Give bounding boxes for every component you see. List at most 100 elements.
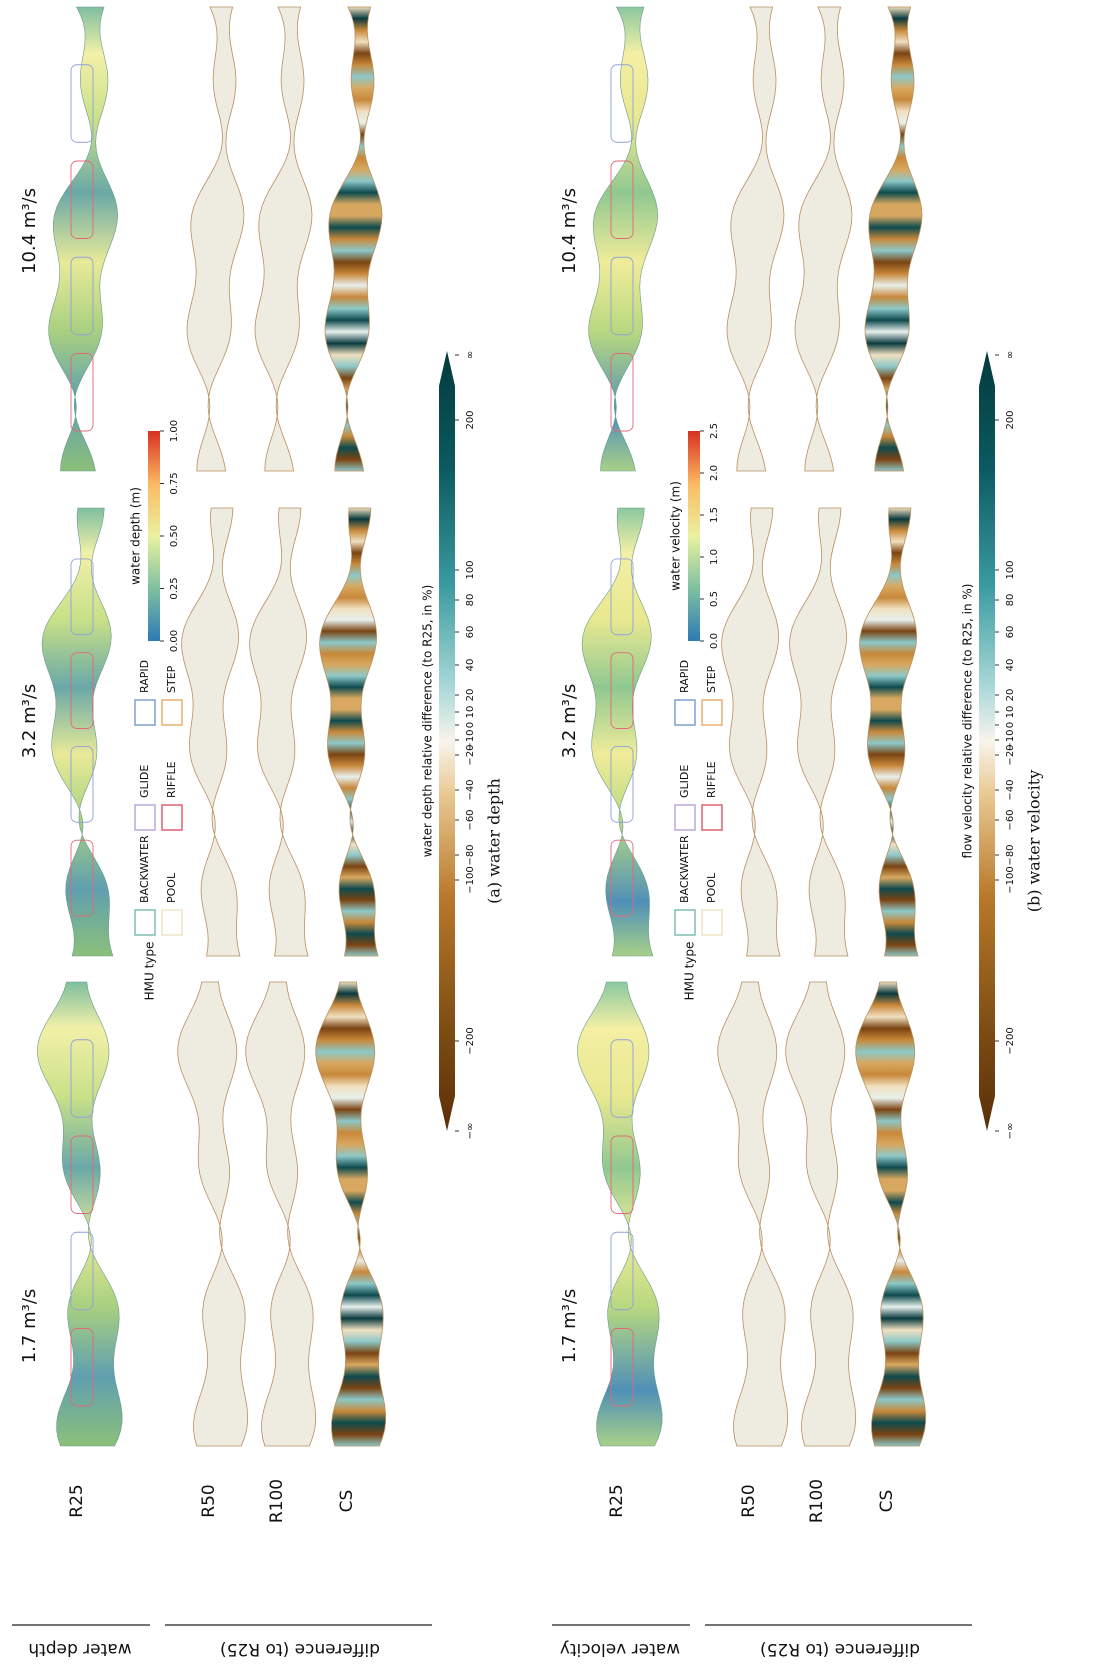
legend-swatch [702, 805, 722, 830]
scale-tick-label: 2.0 [709, 465, 720, 481]
legend-swatch [675, 700, 695, 725]
rotated-page: water depth difference (to R25) R25 R50 R100… [12, 7, 1044, 1659]
color-scale [688, 431, 700, 641]
river-map [727, 7, 784, 471]
diff-tick-label: ∞ [465, 351, 476, 359]
diff-tick-label: 80 [465, 594, 476, 607]
river-map [325, 7, 382, 471]
legend-label: BACKWATER [678, 835, 691, 903]
diff-tick-label: 100 [465, 560, 476, 579]
legend-title: HMU type [683, 942, 697, 1001]
diff-tick-label: ∞ [1005, 351, 1016, 359]
legend-swatch [162, 805, 182, 830]
legend-label: STEP [165, 665, 178, 693]
diff-tick-label: 200 [1005, 410, 1016, 429]
row-label: CS [877, 1490, 897, 1513]
row-group-label: difference (to R25) [220, 1639, 380, 1659]
legend-title: HMU type [143, 942, 157, 1001]
scale-tick-label: 0.50 [169, 525, 180, 547]
diff-tick-label: −100 [1005, 866, 1016, 893]
diff-scale [439, 351, 455, 1131]
river-map [582, 508, 653, 956]
diff-scale [979, 351, 995, 1131]
diff-tick-label: −200 [1005, 1027, 1016, 1054]
row-label: R100 [807, 1479, 827, 1523]
river-map [255, 7, 312, 471]
row-label: R100 [267, 1479, 287, 1523]
legend-swatch [702, 700, 722, 725]
diff-tick-label: −10 [465, 729, 476, 750]
legend-label: RAPID [678, 660, 691, 693]
column-header: 3.2 m³/s [19, 684, 40, 759]
diff-tick-label: −60 [465, 809, 476, 830]
legend-swatch [675, 805, 695, 830]
diff-tick-label: −40 [1005, 779, 1016, 800]
scale-tick-label: 0.75 [169, 472, 180, 494]
river-map [37, 982, 122, 1446]
column-header: 10.4 m³/s [19, 188, 40, 274]
diff-tick-label: −200 [465, 1027, 476, 1054]
row-label: R50 [739, 1484, 759, 1517]
legend-label: POOL [705, 872, 718, 903]
row-group-label: water depth [28, 1639, 131, 1659]
legend-label: RAPID [138, 660, 151, 693]
diff-tick-label: −10 [1005, 729, 1016, 750]
river-map [856, 982, 926, 1446]
diff-scale-title: flow velocity relative difference (to R2… [961, 584, 975, 859]
scale-title: water depth (m) [129, 487, 143, 585]
diff-scale-title: water depth relative difference (to R25,… [421, 585, 435, 858]
diff-tick-label: 10 [465, 706, 476, 719]
diff-tick-label: −60 [1005, 809, 1016, 830]
diff-tick-label: −80 [1005, 844, 1016, 865]
river-map [795, 7, 852, 471]
diff-tick-label: 0 [465, 722, 476, 728]
row-label: CS [337, 1490, 357, 1513]
legend-swatch [135, 805, 155, 830]
legend-swatch [135, 910, 155, 935]
figure: water depth difference (to R25) R25 R50 R100… [0, 0, 1110, 1671]
river-map [320, 508, 379, 956]
river-map [178, 982, 248, 1446]
diff-tick-label: 60 [1005, 626, 1016, 639]
river-map [860, 508, 919, 956]
river-map [722, 508, 781, 956]
scale-tick-label: 0.0 [709, 633, 720, 649]
diff-tick-label: −∞ [1005, 1123, 1016, 1140]
scale-tick-label: 1.0 [709, 549, 720, 565]
row-group-label: water velocity [560, 1639, 680, 1659]
diff-tick-label: 20 [1005, 689, 1016, 702]
color-scale [148, 431, 160, 641]
diff-tick-label: −∞ [465, 1123, 476, 1140]
scale-tick-label: 1.5 [709, 507, 720, 523]
diff-tick-label: −80 [465, 844, 476, 865]
river-map [790, 508, 849, 956]
row-group-label: difference (to R25) [760, 1639, 920, 1659]
diff-tick-label: −40 [465, 779, 476, 800]
legend-label: STEP [705, 665, 718, 693]
legend-label: POOL [165, 872, 178, 903]
scale-tick-label: 2.5 [709, 423, 720, 439]
diff-tick-label: 60 [465, 626, 476, 639]
diff-tick-label: 0 [1005, 722, 1016, 728]
river-map [250, 508, 309, 956]
diff-tick-label: 20 [465, 689, 476, 702]
row-label: R50 [199, 1484, 219, 1517]
river-map [187, 7, 244, 471]
caption: (b) water velocity [1025, 770, 1044, 912]
diff-tick-label: −100 [465, 866, 476, 893]
river-map [42, 508, 113, 956]
scale-tick-label: 0.25 [169, 577, 180, 599]
legend-label: GLIDE [678, 765, 691, 798]
diff-tick-label: 100 [1005, 560, 1016, 579]
river-map [49, 7, 118, 471]
legend-label: GLIDE [138, 765, 151, 798]
panel: water depth difference (to R25) R25 R50 R100… [12, 7, 504, 1659]
legend-swatch [675, 910, 695, 935]
river-map [316, 982, 386, 1446]
column-header: 1.7 m³/s [559, 1289, 580, 1364]
river-map [865, 7, 922, 471]
row-label: R25 [67, 1484, 87, 1517]
river-map [786, 982, 856, 1446]
column-header: 3.2 m³/s [559, 684, 580, 759]
